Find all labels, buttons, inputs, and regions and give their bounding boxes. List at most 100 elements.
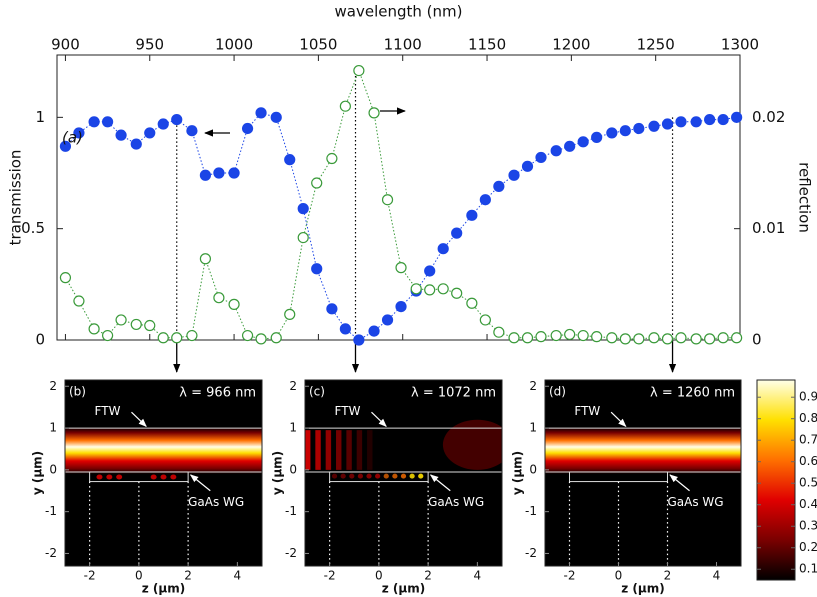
hot-spot xyxy=(160,474,167,480)
data-point xyxy=(451,287,463,299)
wg-arrow xyxy=(189,474,211,492)
data-point xyxy=(535,331,547,343)
data-point xyxy=(633,333,645,345)
hot-spot xyxy=(340,473,346,479)
data-point xyxy=(157,332,169,344)
data-point xyxy=(424,284,436,296)
y-tick-label: -2 xyxy=(45,546,57,560)
panel-label: (c) xyxy=(309,385,325,399)
colorbar-tick-label: 0.8 xyxy=(799,411,817,425)
data-point xyxy=(353,334,365,346)
data-point xyxy=(466,297,478,309)
data-point xyxy=(101,116,114,128)
y-tick-label: 2 xyxy=(49,379,57,393)
data-point xyxy=(493,180,505,192)
data-point xyxy=(326,152,338,165)
data-point xyxy=(157,118,169,130)
y-tick-label: 0 xyxy=(49,462,57,476)
y-tick-label: 0.5 xyxy=(21,219,45,237)
field-band xyxy=(545,427,741,475)
data-point xyxy=(704,333,716,345)
data-point xyxy=(73,295,85,307)
data-point xyxy=(619,333,631,345)
ftw-label: FTW xyxy=(335,404,361,418)
data-point xyxy=(130,138,142,150)
data-point xyxy=(144,127,156,139)
data-point xyxy=(186,125,198,137)
data-point xyxy=(213,167,225,179)
data-point xyxy=(59,272,72,284)
y-axis-label: transmission xyxy=(7,150,25,246)
hot-spot xyxy=(357,473,364,479)
glow xyxy=(442,419,502,470)
data-point xyxy=(451,227,463,239)
y-tick-label: -1 xyxy=(285,504,297,518)
x-tick-label: 1150 xyxy=(468,36,506,54)
data-point xyxy=(270,111,282,123)
data-point xyxy=(228,167,240,179)
y-tick-label: 1 xyxy=(529,421,537,435)
data-point xyxy=(690,116,702,128)
data-point xyxy=(199,253,212,265)
data-point xyxy=(675,116,687,128)
colorbar-tick-label: 0.9 xyxy=(799,390,817,404)
data-point xyxy=(59,140,72,152)
data-point xyxy=(479,314,491,326)
data-point xyxy=(535,151,547,164)
data-point xyxy=(353,64,365,77)
data-point xyxy=(199,169,212,181)
ftw-label: FTW xyxy=(574,404,600,418)
hot-spot xyxy=(392,473,398,479)
y2-tick-label: 0.02 xyxy=(752,108,785,126)
fringe xyxy=(336,430,342,470)
wg-label: GaAs WG xyxy=(428,495,484,509)
y-tick-label: -2 xyxy=(285,546,297,560)
wg-arrow xyxy=(669,474,690,492)
colorbar-tick-label: 0.4 xyxy=(799,497,817,511)
data-point xyxy=(410,283,422,295)
data-point xyxy=(339,100,351,112)
x-tick-label: 2 xyxy=(184,569,192,583)
panel-frame xyxy=(304,379,503,567)
data-point xyxy=(690,333,702,345)
data-point xyxy=(73,127,85,139)
data-point xyxy=(241,329,254,342)
panel-label: (b) xyxy=(69,385,86,399)
data-point xyxy=(564,140,576,152)
data-point xyxy=(661,118,674,130)
data-point xyxy=(606,332,618,344)
y-tick-label: 2 xyxy=(529,379,537,393)
data-point xyxy=(550,329,562,342)
data-point xyxy=(591,331,603,343)
hot-spot xyxy=(383,473,389,479)
y-tick-label: 1 xyxy=(289,421,297,435)
data-point xyxy=(284,154,296,166)
data-point xyxy=(171,113,183,126)
x-tick-label: 1100 xyxy=(384,36,422,54)
panel-frame xyxy=(64,379,263,567)
plot-frame xyxy=(56,54,741,341)
ftw-arrow xyxy=(610,411,627,427)
x-tick-label: 900 xyxy=(51,36,80,54)
x-tick-label: -2 xyxy=(84,569,96,583)
data-point xyxy=(577,136,589,148)
data-point xyxy=(101,329,114,342)
x-tick-label: 0 xyxy=(135,569,143,583)
y-axis-label: y (μm) xyxy=(31,451,45,495)
data-point xyxy=(717,332,729,344)
wg-label: GaAs WG xyxy=(668,495,724,509)
data-point xyxy=(88,116,100,128)
x-axis-label: wavelength (nm) xyxy=(335,3,463,21)
data-point xyxy=(115,129,127,141)
fringe xyxy=(356,430,363,470)
data-point xyxy=(130,318,142,331)
heatmap xyxy=(305,380,502,566)
data-point xyxy=(731,111,743,123)
data-point xyxy=(606,127,618,139)
y-tick-label: -1 xyxy=(45,504,57,518)
data-point xyxy=(255,107,267,119)
data-point xyxy=(704,113,716,126)
data-point xyxy=(521,160,534,172)
x-tick-label: 0 xyxy=(375,569,383,583)
